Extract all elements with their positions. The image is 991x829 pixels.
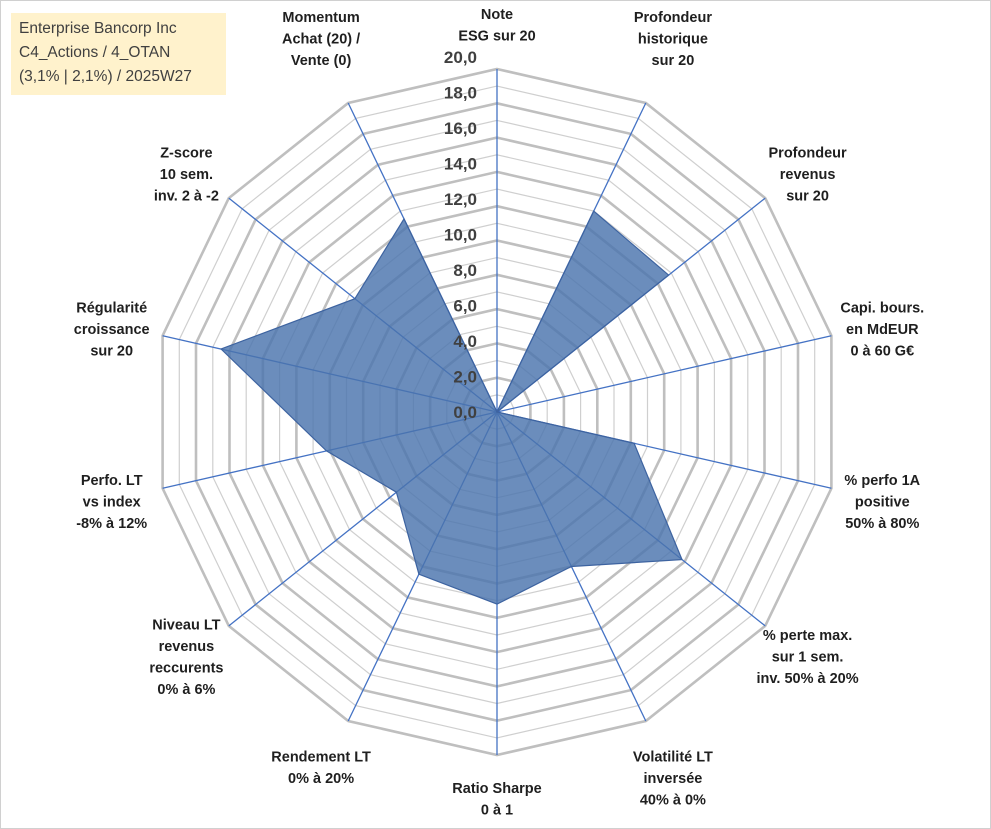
axis-label: % perte max. sur 1 sem. inv. 50% à 20%	[757, 628, 859, 687]
tick-layer: 0,0 2,0 4,0 6,0 8,0 10,0 12,0 14,0 16,0 18,0 20,0	[444, 48, 477, 422]
series-layer	[220, 210, 683, 605]
axis-label-layer: Note ESG sur 20 Profondeur historique sur 20…	[74, 7, 924, 819]
tick-label: 20,0	[444, 48, 477, 67]
axis-label: Z-score 10 sem. inv. 2 à -2	[154, 146, 219, 205]
title-line-1: Enterprise Bancorp Inc	[19, 20, 177, 37]
tick-label: 16,0	[444, 119, 477, 138]
tick-label: 18,0	[444, 84, 477, 103]
axis-label: Volatilité LT inversée 40% à 0%	[633, 750, 713, 809]
tick-label: 12,0	[444, 190, 477, 209]
tick-label: 0,0	[453, 403, 477, 422]
axis-label: Profondeur revenus sur 20	[769, 146, 847, 205]
tick-label: 6,0	[453, 297, 477, 316]
axis-label: Niveau LT revenus reccurents 0% à 6%	[149, 617, 223, 698]
axis-label: Régularité croissance sur 20	[74, 301, 150, 360]
axis-label: Ratio Sharpe 0 à 1	[452, 781, 541, 819]
axis-label: Profondeur historique sur 20	[634, 10, 712, 69]
axis-label: Momentum Achat (20) / Vente (0)	[282, 10, 360, 69]
tick-label: 8,0	[453, 261, 477, 280]
axis-label: % perfo 1A positive 50% à 80%	[844, 473, 920, 532]
series-area	[220, 210, 683, 605]
tick-label: 10,0	[444, 226, 477, 245]
spoke-line	[496, 335, 832, 413]
title-line-2: C4_Actions / 4_OTAN	[19, 44, 171, 61]
axis-label: Capi. bours. en MdEUR 0 à 60 G€	[840, 301, 924, 360]
axis-label: Perfo. LT vs index -8% à 12%	[76, 473, 147, 532]
tick-label: 4,0	[453, 332, 477, 351]
chart-title-box: Enterprise Bancorp Inc C4_Actions / 4_OT…	[11, 13, 226, 95]
tick-label: 14,0	[444, 155, 477, 174]
title-line-3: (3,1% | 2,1%) / 2025W27	[19, 68, 192, 85]
axis-label: Rendement LT 0% à 20%	[271, 750, 371, 788]
tick-label: 2,0	[453, 368, 477, 387]
axis-label: Note ESG sur 20	[458, 7, 535, 45]
